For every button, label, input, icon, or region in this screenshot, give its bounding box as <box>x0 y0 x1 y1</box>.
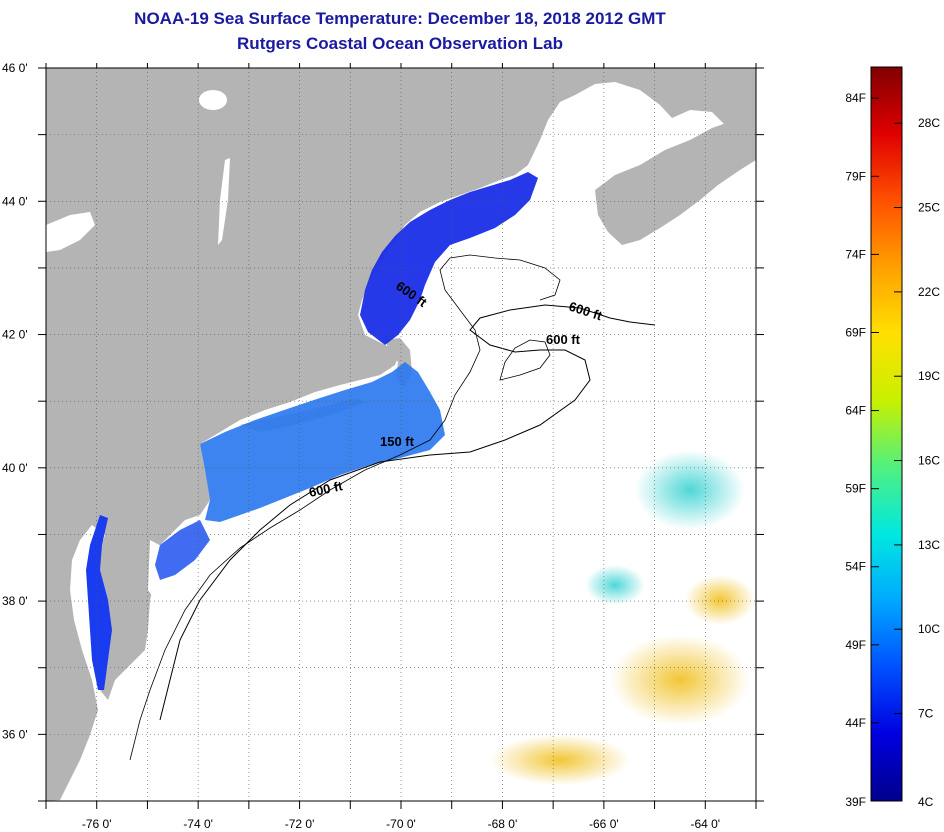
colorbar-label-f: 84F <box>845 91 866 105</box>
temperature-colorbar <box>870 66 903 802</box>
lat-label: 44 0' <box>2 194 28 208</box>
colorbar-label-c: 10C <box>918 622 940 636</box>
colorbar-label-c: 4C <box>918 795 934 809</box>
colorbar-label-f: 69F <box>845 325 866 339</box>
colorbar-celsius-labels: 28C 25C 22C 19C 16C 13C 10C 7C 4C <box>894 116 940 809</box>
nearshore-water-delmarva <box>155 520 210 580</box>
lat-label: 36 0' <box>2 727 28 741</box>
colorbar-label-c: 22C <box>918 285 940 299</box>
colorbar-label-c: 13C <box>918 538 940 552</box>
lat-label: 46 0' <box>2 61 28 75</box>
map-subtitle: Rutgers Coastal Ocean Observation Lab <box>237 34 563 53</box>
gulf-stream-patch-2 <box>490 735 630 785</box>
lon-label: -72 0' <box>285 817 315 831</box>
shelf-water-mid-atlantic <box>200 362 445 522</box>
gulf-stream-patch-3 <box>685 575 755 625</box>
colorbar-label-f: 79F <box>845 169 866 183</box>
colorbar-label-c: 25C <box>918 201 940 215</box>
colorbar-label-f: 39F <box>845 795 866 809</box>
lat-label: 38 0' <box>2 594 28 608</box>
lon-label: -70 0' <box>386 817 416 831</box>
colorbar-label-c: 16C <box>918 454 940 468</box>
colorbar-label-f: 74F <box>845 247 866 261</box>
colorbar-label-f: 44F <box>845 716 866 730</box>
lat-label: 40 0' <box>2 461 28 475</box>
colorbar-label-f: 49F <box>845 638 866 652</box>
colorbar-label-c: 28C <box>918 116 940 130</box>
lon-label: -68 0' <box>488 817 518 831</box>
lon-label: -76 0' <box>82 817 112 831</box>
colorbar-label-f: 59F <box>845 482 866 496</box>
cold-water-gulf-of-maine <box>360 172 538 345</box>
bathymetry-contour-georges-bank <box>499 339 551 381</box>
slope-water-patch-2 <box>585 565 645 605</box>
contour-label: 150 ft <box>380 434 415 449</box>
longitude-labels: -76 0' -74 0' -72 0' -70 0' -68 0' -66 0' -64 … <box>82 817 720 831</box>
gulf-stream-patch-1 <box>610 635 750 725</box>
slope-water-patch-1 <box>635 450 745 530</box>
chesapeake-bay <box>86 515 112 690</box>
lake-winnipesaukee <box>199 90 227 110</box>
land-nova-scotia <box>595 112 756 245</box>
contour-label: 600 ft <box>308 478 345 500</box>
colorbar-label-f: 54F <box>845 560 866 574</box>
lon-label: -74 0' <box>183 817 213 831</box>
contour-label: 600 ft <box>546 332 581 347</box>
lon-label: -66 0' <box>589 817 619 831</box>
lat-label: 42 0' <box>2 328 28 342</box>
lon-label: -64 0' <box>690 817 720 831</box>
colorbar-label-f: 64F <box>845 404 866 418</box>
colorbar-fahrenheit-labels: 84F 79F 74F 69F 64F 59F 54F 49F 44F 39F <box>845 91 879 809</box>
latitude-labels: 46 0' 44 0' 42 0' 40 0' 38 0' 36 0' <box>2 61 28 741</box>
map-ticks <box>38 63 764 809</box>
land-north-america <box>46 68 756 801</box>
bathymetry-contour-150ft <box>129 254 561 761</box>
lake-ontario <box>46 212 95 252</box>
lake-champlain <box>218 158 230 245</box>
colorbar-label-c: 7C <box>918 707 934 721</box>
map-title: NOAA-19 Sea Surface Temperature: Decembe… <box>134 9 666 28</box>
colorbar-label-c: 19C <box>918 369 940 383</box>
